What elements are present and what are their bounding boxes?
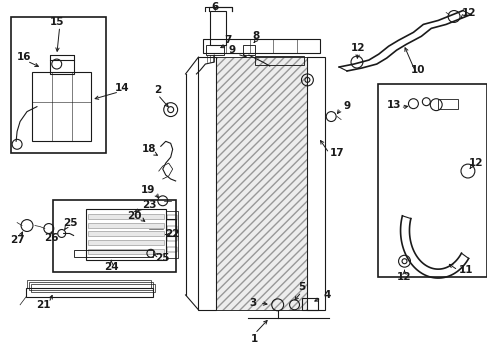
Text: 18: 18 <box>142 144 156 154</box>
Text: 15: 15 <box>49 17 64 27</box>
Bar <box>147 219 175 237</box>
Bar <box>165 211 177 258</box>
Text: 17: 17 <box>329 148 344 158</box>
Bar <box>88 222 163 228</box>
Text: 20: 20 <box>126 211 141 221</box>
Bar <box>437 99 457 109</box>
Bar <box>26 288 153 297</box>
Text: 16: 16 <box>17 52 31 62</box>
Bar <box>307 57 325 310</box>
Text: 12: 12 <box>350 43 365 53</box>
Bar <box>29 282 153 290</box>
Text: 11: 11 <box>458 265 472 275</box>
Bar <box>166 226 176 230</box>
Text: 12: 12 <box>461 8 475 18</box>
Text: 25: 25 <box>155 253 170 263</box>
Text: 2: 2 <box>154 85 161 95</box>
Bar <box>31 284 155 292</box>
Bar <box>302 298 318 310</box>
Text: 4: 4 <box>323 290 330 300</box>
Bar <box>166 237 176 242</box>
Bar <box>32 72 91 141</box>
Text: 13: 13 <box>386 100 400 110</box>
Text: 5: 5 <box>297 282 305 292</box>
Bar <box>203 39 320 53</box>
Text: 23: 23 <box>142 200 156 210</box>
Text: 9: 9 <box>228 45 235 55</box>
Bar <box>206 45 224 55</box>
Text: 12: 12 <box>468 158 482 168</box>
Bar <box>88 240 163 246</box>
Bar <box>216 57 307 310</box>
Bar <box>198 57 216 310</box>
Bar <box>88 213 163 219</box>
Text: 14: 14 <box>115 83 129 93</box>
Bar <box>254 56 304 65</box>
Text: 22: 22 <box>165 229 180 239</box>
Bar <box>88 231 163 237</box>
Bar <box>88 249 163 254</box>
Bar <box>11 18 106 153</box>
Text: 8: 8 <box>252 31 259 41</box>
Text: 1: 1 <box>251 334 258 345</box>
Text: 9: 9 <box>343 101 350 111</box>
Text: 7: 7 <box>224 35 231 45</box>
Text: 12: 12 <box>396 272 411 282</box>
Text: 6: 6 <box>211 1 219 12</box>
Bar <box>243 45 254 55</box>
Text: 10: 10 <box>410 65 425 75</box>
Text: 24: 24 <box>104 262 118 272</box>
Bar <box>166 215 176 220</box>
Text: 27: 27 <box>10 235 24 246</box>
Bar <box>210 10 226 45</box>
Text: 19: 19 <box>141 185 155 195</box>
Text: 3: 3 <box>249 298 256 308</box>
Bar <box>166 247 176 252</box>
Bar <box>73 250 153 257</box>
Bar <box>53 200 175 272</box>
Text: 21: 21 <box>37 300 51 310</box>
Bar <box>216 57 307 310</box>
Bar <box>377 84 486 277</box>
Text: 25: 25 <box>63 217 78 228</box>
Bar <box>27 280 151 288</box>
Bar <box>50 60 73 74</box>
Text: 26: 26 <box>44 233 59 243</box>
Bar <box>86 209 165 260</box>
